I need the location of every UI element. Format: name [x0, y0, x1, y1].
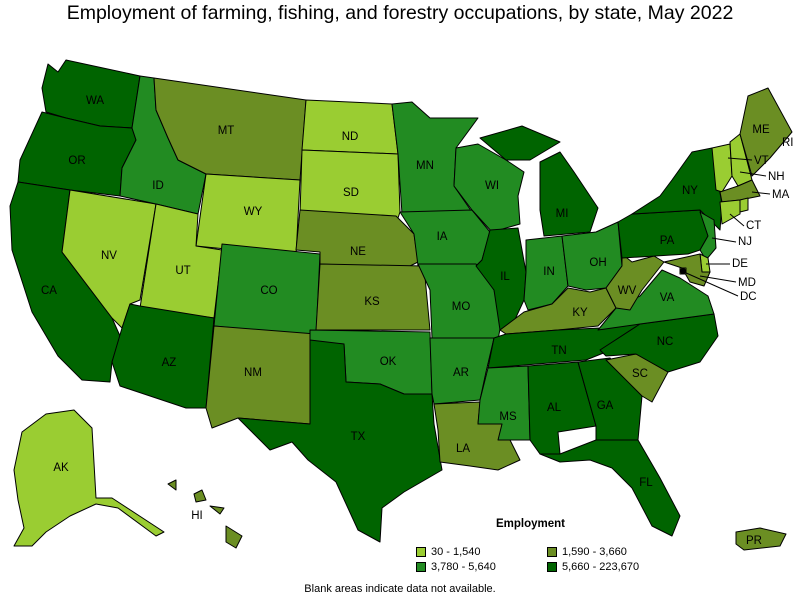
label-sd: SD: [343, 187, 359, 199]
label-ct: CT: [746, 220, 761, 232]
label-ne: NE: [350, 246, 366, 258]
label-va: VA: [660, 292, 675, 304]
label-fl: FL: [639, 477, 653, 489]
legend-item-tier-3: 3,780 - 5,640: [416, 561, 496, 573]
state-ri[interactable]: [739, 197, 749, 213]
label-mi: MI: [556, 208, 569, 220]
label-ok: OK: [380, 356, 397, 368]
state-pa[interactable]: [617, 209, 709, 259]
label-nc: NC: [657, 336, 674, 348]
label-la: LA: [456, 443, 470, 455]
legend-swatch: [547, 562, 557, 572]
state-vt[interactable]: [711, 143, 733, 193]
label-co: CO: [260, 285, 277, 297]
label-nd: ND: [342, 131, 359, 143]
legend-label: 30 - 1,540: [431, 546, 481, 558]
label-pr: PR: [746, 535, 762, 547]
label-vt: VT: [754, 155, 769, 167]
label-or: OR: [68, 155, 85, 167]
state-wi[interactable]: [453, 143, 525, 233]
state-nd[interactable]: [301, 99, 399, 155]
state-hi[interactable]: [167, 479, 243, 549]
state-fl[interactable]: [539, 439, 681, 537]
label-ma: MA: [772, 189, 790, 201]
legend-title: Employment: [496, 518, 566, 530]
legend-item-tier-4: 5,660 - 223,670: [547, 561, 639, 573]
legend-swatch: [416, 547, 426, 557]
label-hi: HI: [191, 510, 203, 522]
label-il: IL: [500, 271, 510, 283]
state-labels: WA OR CA ID NV UT AZ MT WY CO NM ND SD N…: [41, 95, 793, 547]
state-az[interactable]: [111, 303, 215, 409]
legend-item-tier-1: 30 - 1,540: [416, 546, 481, 558]
label-tx: TX: [351, 431, 366, 443]
label-ks: KS: [364, 296, 380, 308]
label-de: DE: [732, 258, 748, 270]
label-nj: NJ: [738, 236, 752, 248]
label-ms: MS: [499, 411, 517, 423]
dc-marker: [680, 268, 686, 274]
label-wi: WI: [485, 180, 499, 192]
state-ak[interactable]: [13, 409, 165, 547]
label-oh: OH: [589, 257, 606, 269]
state-ct[interactable]: [719, 199, 741, 225]
label-nv: NV: [101, 250, 117, 262]
label-id: ID: [152, 180, 164, 192]
label-ri: RI: [782, 137, 794, 149]
state-me[interactable]: [739, 87, 793, 177]
label-ky: KY: [572, 307, 588, 319]
legend-label: 5,660 - 223,670: [562, 561, 640, 573]
label-ia: IA: [437, 231, 448, 243]
state-ks[interactable]: [315, 263, 431, 331]
legend-item-tier-2: 1,590 - 3,660: [547, 546, 627, 558]
label-az: AZ: [162, 357, 177, 369]
label-nm: NM: [244, 367, 262, 379]
map-title: Employment of farming, fishing, and fore…: [66, 2, 734, 24]
state-pr[interactable]: [735, 527, 787, 551]
label-al: AL: [547, 402, 562, 414]
label-mo: MO: [452, 301, 471, 313]
state-wv[interactable]: [605, 253, 665, 311]
label-mn: MN: [416, 160, 434, 172]
label-ut: UT: [175, 265, 190, 277]
footnote: Blank areas indicate data not available.: [304, 583, 496, 595]
label-ca: CA: [41, 285, 57, 297]
label-ny: NY: [682, 185, 698, 197]
state-sc[interactable]: [605, 353, 669, 403]
label-md: MD: [738, 277, 756, 289]
legend-label: 3,780 - 5,640: [431, 561, 496, 573]
label-wa: WA: [86, 95, 104, 107]
label-pa: PA: [660, 235, 675, 247]
label-ar: AR: [453, 367, 469, 379]
label-wv: WV: [618, 285, 637, 297]
label-wy: WY: [244, 206, 263, 218]
label-nh: NH: [768, 171, 785, 183]
label-mt: MT: [218, 125, 235, 137]
label-dc: DC: [740, 291, 757, 303]
label-tn: TN: [551, 345, 566, 357]
label-me: ME: [752, 124, 770, 136]
label-sc: SC: [632, 368, 648, 380]
state-tx[interactable]: [237, 339, 443, 543]
legend-label: 1,590 - 3,660: [562, 546, 627, 558]
legend-swatch: [547, 547, 557, 557]
legend-swatch: [416, 562, 426, 572]
label-ga: GA: [597, 400, 614, 412]
label-ak: AK: [53, 462, 69, 474]
state-mi[interactable]: [479, 125, 599, 237]
label-in: IN: [543, 266, 555, 278]
